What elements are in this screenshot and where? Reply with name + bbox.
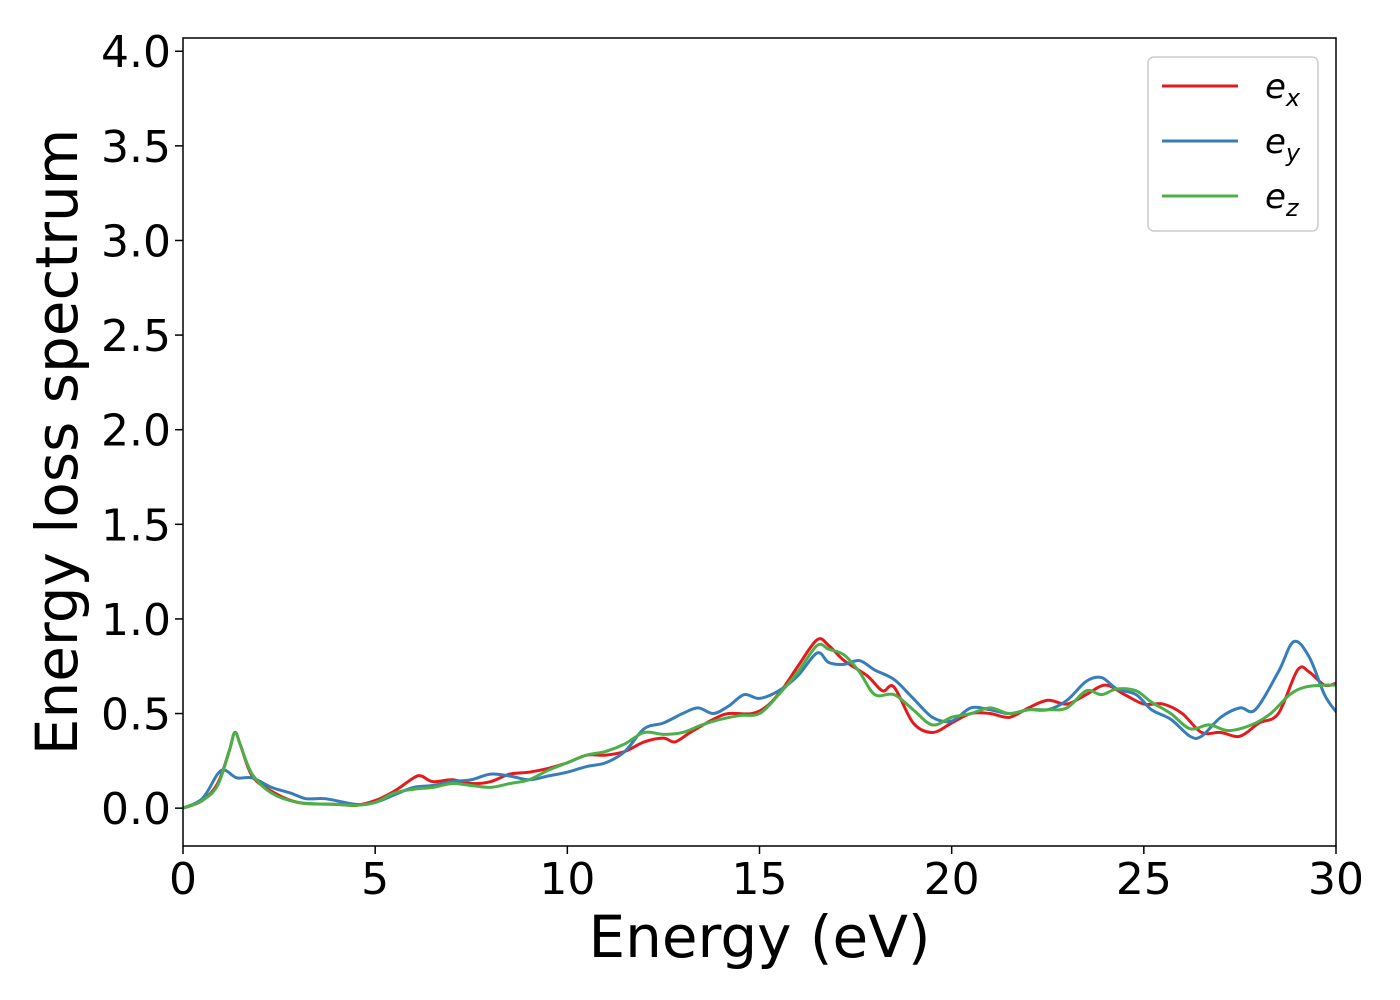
x-tick-label: 30 — [1308, 854, 1364, 905]
series-line-ez — [183, 642, 1336, 810]
x-tick-label: 0 — [169, 854, 197, 905]
legend-label-ex: ex — [1265, 67, 1301, 112]
x-tick-label: 20 — [924, 854, 980, 905]
legend: ex ey ez — [1147, 56, 1319, 232]
series-layer — [183, 637, 1336, 810]
legend-box — [1147, 56, 1319, 232]
y-axis: 0.0 0.5 1.0 1.5 2.0 2.5 3.0 3.5 4.0 — [101, 27, 183, 835]
y-tick-label: 1.0 — [101, 595, 171, 646]
legend-label-ey: ey — [1265, 122, 1301, 167]
x-tick-label: 10 — [539, 854, 595, 905]
x-axis: 0 5 10 15 20 25 30 — [169, 846, 1364, 905]
y-tick-label: 2.5 — [101, 311, 171, 362]
x-axis-label: Energy (eV) — [588, 903, 930, 971]
x-tick-label: 25 — [1116, 854, 1172, 905]
y-tick-label: 3.5 — [101, 122, 171, 173]
y-tick-label: 0.5 — [101, 690, 171, 741]
y-tick-label: 2.0 — [101, 406, 171, 457]
x-tick-label: 5 — [361, 854, 389, 905]
y-tick-label: 0.0 — [101, 784, 171, 835]
y-axis-label: Energy loss spectrum — [23, 129, 91, 755]
y-tick-label: 4.0 — [101, 27, 171, 78]
legend-label-ez: ez — [1265, 177, 1300, 222]
x-tick-label: 15 — [732, 854, 788, 905]
y-tick-label: 1.5 — [101, 500, 171, 551]
y-tick-label: 3.0 — [101, 216, 171, 267]
